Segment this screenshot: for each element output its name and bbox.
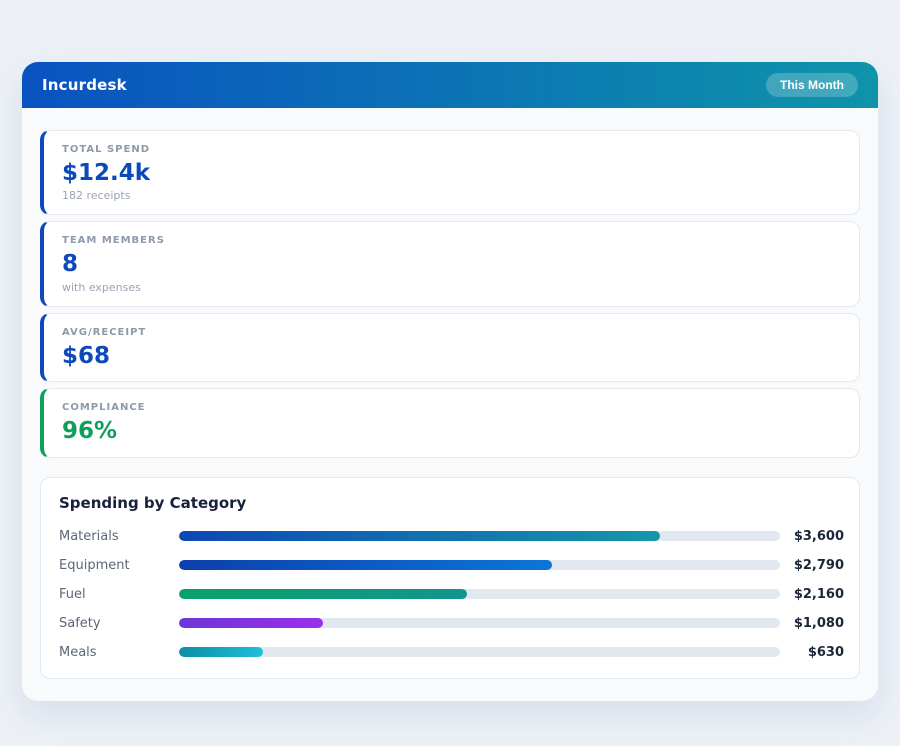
- app-header: Incurdesk This Month: [22, 62, 878, 108]
- stat-subtext: with expenses: [62, 280, 141, 294]
- category-value: $3,600: [793, 528, 844, 544]
- stat-label: COMPLIANCE: [62, 402, 146, 414]
- category-label: Fuel: [59, 586, 86, 602]
- period-badge[interactable]: This Month: [766, 73, 858, 97]
- category-label: Safety: [59, 615, 101, 631]
- bar-fill-materials: [179, 531, 660, 542]
- chart-row-meals: Meals $630: [59, 645, 844, 660]
- spending-by-category-card: Spending by Category Materials $3,600 Eq…: [40, 476, 860, 679]
- bar-track: [179, 647, 780, 658]
- category-value: $2,790: [793, 557, 844, 573]
- stat-label: AVG/RECEIPT: [62, 326, 147, 338]
- category-value: $1,080: [793, 615, 844, 631]
- stat-value: 96%: [62, 418, 118, 445]
- bar-track: [179, 531, 780, 542]
- bar-track: [179, 618, 780, 629]
- stat-card-team-members: TEAM MEMBERS 8 with expenses: [40, 221, 860, 307]
- bar-fill-safety: [179, 618, 324, 629]
- stat-value: $12.4k: [62, 160, 151, 186]
- app-title: Incurdesk: [42, 76, 127, 94]
- stat-card-avg-receipt: AVG/RECEIPT $68: [40, 312, 860, 383]
- stat-value: $68: [62, 342, 111, 369]
- stat-value: 8: [62, 251, 79, 278]
- bar-fill-fuel: [179, 589, 468, 600]
- bar-fill-meals: [179, 647, 264, 658]
- bar-track: [179, 560, 780, 571]
- bar-fill-equipment: [179, 560, 552, 571]
- chart-row-materials: Materials $3,600: [59, 529, 844, 544]
- stat-label: TEAM MEMBERS: [62, 235, 165, 247]
- stat-card-total-spend: TOTAL SPEND $12.4k 182 receipts: [40, 130, 860, 216]
- dashboard-content: TOTAL SPEND $12.4k 182 receipts TEAM MEM…: [22, 108, 878, 679]
- stat-card-compliance: COMPLIANCE 96%: [40, 388, 860, 458]
- dashboard-panel: Incurdesk This Month TOTAL SPEND $12.4k …: [22, 62, 878, 701]
- category-value: $2,160: [793, 586, 844, 602]
- chart-row-safety: Safety $1,080: [59, 616, 844, 631]
- bar-track: [179, 589, 780, 600]
- category-label: Materials: [59, 528, 119, 544]
- chart-row-equipment: Equipment $2,790: [59, 558, 844, 573]
- chart-title: Spending by Category: [59, 493, 247, 512]
- stat-subtext: 182 receipts: [62, 189, 131, 203]
- stat-label: TOTAL SPEND: [62, 144, 150, 155]
- category-label: Equipment: [59, 557, 130, 573]
- category-label: Meals: [59, 644, 97, 660]
- category-value: $630: [807, 644, 844, 660]
- chart-row-fuel: Fuel $2,160: [59, 587, 844, 602]
